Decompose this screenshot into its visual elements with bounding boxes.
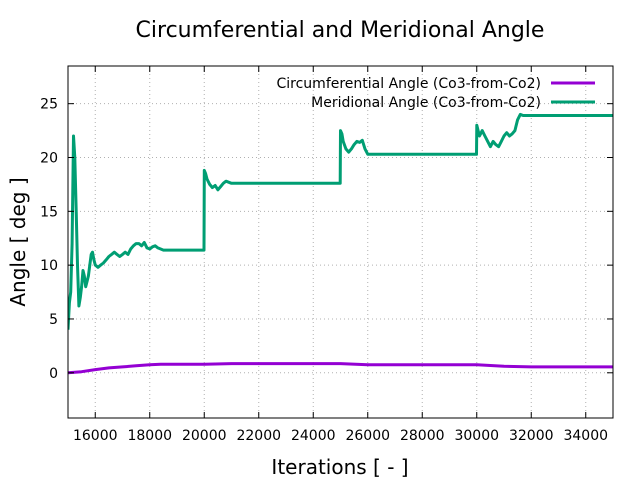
x-axis-label: Iterations [ - ] (271, 455, 408, 479)
x-tick-label: 26000 (345, 428, 390, 444)
ticks: 16000 18000 20000 22000 24000 26000 28000 30000… (40, 66, 613, 444)
series-line-1 (68, 362, 613, 375)
series-line-2 (68, 112, 613, 330)
y-tick-label: 5 (49, 312, 58, 328)
legend: Circumferential Angle (Co3-from-Co2) Meri… (277, 76, 595, 111)
y-tick-label: 15 (40, 204, 58, 220)
x-tick-label: 30000 (454, 428, 499, 444)
y-tick-label: 10 (40, 258, 58, 274)
y-axis-label: Angle [ deg ] (6, 177, 30, 306)
y-tick-label: 20 (40, 150, 58, 166)
x-tick-label: 18000 (127, 428, 172, 444)
x-tick-label: 34000 (563, 428, 608, 444)
series-group (68, 112, 613, 375)
chart-title: Circumferential and Meridional Angle (136, 18, 545, 43)
y-tick-label: 25 (40, 97, 58, 113)
x-tick-label: 32000 (509, 428, 554, 444)
x-tick-label: 22000 (236, 428, 281, 444)
x-tick-label: 20000 (182, 428, 227, 444)
x-tick-label: 24000 (291, 428, 336, 444)
x-tick-label: 28000 (400, 428, 445, 444)
plot-frame (67, 65, 614, 419)
legend-label-1: Circumferential Angle (Co3-from-Co2) (277, 76, 542, 92)
y-tick-label: 0 (49, 366, 58, 382)
legend-label-2: Meridional Angle (Co3-from-Co2) (311, 95, 541, 111)
x-tick-label: 16000 (73, 428, 118, 444)
